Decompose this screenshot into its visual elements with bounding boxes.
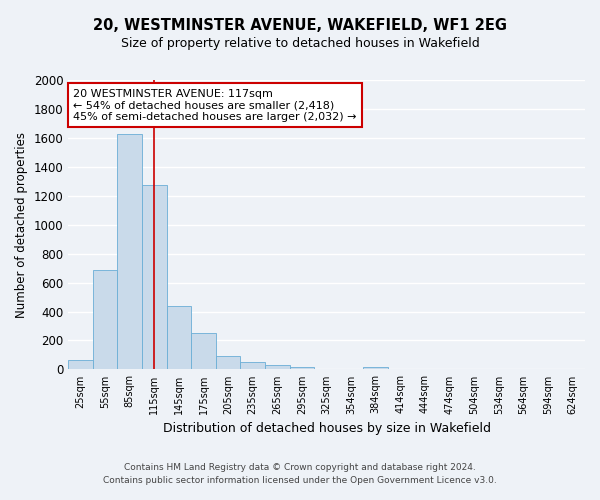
Bar	[241, 362, 265, 370]
Bar	[191, 333, 216, 370]
Text: 20 WESTMINSTER AVENUE: 117sqm
← 54% of detached houses are smaller (2,418)
45% o: 20 WESTMINSTER AVENUE: 117sqm ← 54% of d…	[73, 88, 357, 122]
Bar	[290, 366, 314, 370]
Bar	[167, 306, 191, 370]
Bar	[68, 360, 93, 370]
Y-axis label: Number of detached properties: Number of detached properties	[15, 132, 28, 318]
X-axis label: Distribution of detached houses by size in Wakefield: Distribution of detached houses by size …	[163, 422, 491, 435]
Text: 20, WESTMINSTER AVENUE, WAKEFIELD, WF1 2EG: 20, WESTMINSTER AVENUE, WAKEFIELD, WF1 2…	[93, 18, 507, 32]
Bar	[142, 185, 167, 370]
Bar	[265, 365, 290, 370]
Bar	[364, 368, 388, 370]
Text: Contains HM Land Registry data © Crown copyright and database right 2024.: Contains HM Land Registry data © Crown c…	[124, 464, 476, 472]
Bar	[216, 356, 241, 370]
Text: Size of property relative to detached houses in Wakefield: Size of property relative to detached ho…	[121, 38, 479, 51]
Text: Contains public sector information licensed under the Open Government Licence v3: Contains public sector information licen…	[103, 476, 497, 485]
Bar	[93, 270, 118, 370]
Bar	[118, 134, 142, 370]
